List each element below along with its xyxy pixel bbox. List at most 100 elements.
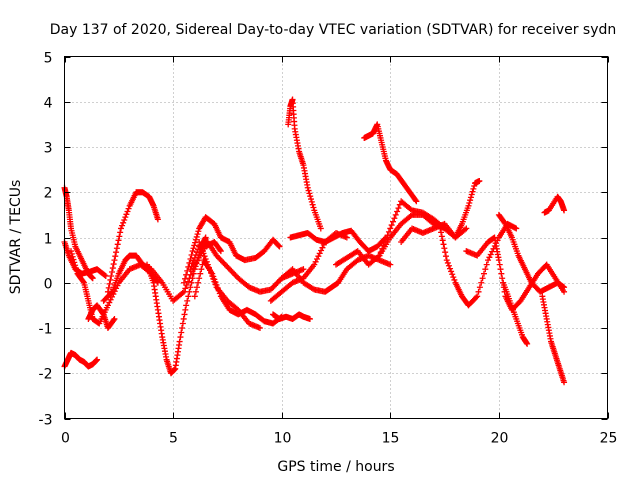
series-trace-e (85, 302, 118, 331)
series-trace-t (376, 198, 470, 259)
data-point-interp (119, 222, 126, 229)
data-point (94, 356, 101, 363)
chart-title: Day 137 of 2020, Sidereal Day-to-day VTE… (50, 22, 617, 38)
data-point (89, 275, 96, 282)
data-point-interp (117, 229, 124, 236)
data-point-interp (184, 297, 191, 304)
data-point-interp (473, 294, 480, 301)
data-point-interp (448, 268, 455, 275)
data-point-interp (412, 197, 419, 204)
x-tick-label: 5 (169, 431, 178, 447)
data-point-interp (184, 267, 191, 274)
data-point-interp (109, 269, 116, 276)
data-point-interp (444, 259, 451, 266)
series-trace-a (61, 184, 96, 282)
data-point-interp (181, 311, 188, 318)
data-point (256, 325, 263, 331)
data-point (465, 202, 472, 209)
data-point (387, 261, 394, 268)
y-tick-label: 3 (44, 141, 53, 157)
x-axis-title: GPS time / hours (277, 459, 394, 475)
data-point-interp (190, 257, 197, 264)
data-point-interp (480, 270, 487, 277)
data-point (485, 257, 492, 264)
data-point-interp (212, 281, 219, 288)
data-point-interp (108, 289, 115, 296)
data-point (413, 198, 420, 205)
y-tick-label: 0 (44, 277, 53, 293)
data-point (306, 315, 313, 322)
data-point (300, 266, 307, 273)
data-point-interp (182, 275, 189, 282)
data-point-interp (497, 266, 504, 273)
data-point (495, 257, 502, 264)
data-point-interp (198, 266, 205, 273)
series-trace-c (61, 349, 101, 370)
data-point-interp (195, 228, 202, 235)
data-point (180, 279, 187, 286)
series-trace-y (500, 279, 531, 347)
data-point-interp (476, 284, 483, 291)
data-point-interp (305, 187, 312, 194)
data-point-interp (185, 293, 192, 300)
data-point-interp (191, 254, 198, 261)
data-point-interp (438, 229, 445, 236)
data-point-interp (196, 275, 203, 282)
data-point-interp (441, 245, 448, 252)
y-tick-label: -1 (39, 322, 53, 338)
y-tick-label: 5 (44, 51, 53, 67)
y-tick-labels: -3 -2 -1 0 1 2 3 4 5 (39, 51, 53, 429)
ticks (64, 56, 609, 420)
data-point-interp (115, 237, 122, 244)
data-point-interp (496, 261, 503, 268)
data-point (191, 293, 198, 300)
data-point-interp (188, 263, 195, 270)
series-trace-p (267, 229, 350, 304)
data-point-interp (313, 255, 320, 262)
data-point-interp (123, 211, 130, 218)
data-point-interp (383, 235, 390, 242)
data-point-interp (392, 211, 399, 218)
data-point-interp (121, 216, 128, 223)
data-point-interp (275, 242, 282, 249)
data-point-interp (116, 233, 123, 240)
data-point-interp (107, 276, 114, 283)
data-point-interp (73, 267, 80, 274)
data-point-interp (469, 188, 476, 195)
data-point-interp (487, 251, 494, 258)
x-tick-label: 20 (491, 431, 509, 447)
data-point-interp (106, 280, 113, 287)
data-point (343, 234, 350, 241)
data-point-interp (203, 258, 210, 265)
data-point-interp (478, 279, 485, 286)
data-point-interp (208, 270, 215, 277)
data-point-interp (471, 183, 478, 190)
data-point-interp (191, 242, 198, 249)
data-point (513, 225, 520, 232)
data-point (561, 284, 568, 291)
series-trace-u (398, 177, 483, 246)
data-point-interp (195, 246, 202, 253)
data-point-interp (479, 275, 486, 282)
data-point-interp (209, 272, 216, 279)
data-points (61, 96, 568, 386)
data-point-interp (193, 249, 200, 256)
data-point (176, 338, 183, 345)
data-point-interp (390, 218, 397, 225)
x-tick-label: 0 (61, 431, 70, 447)
data-point (463, 225, 470, 232)
data-point (68, 248, 75, 255)
data-point-interp (307, 193, 314, 200)
x-tick-label: 25 (600, 431, 618, 447)
y-tick-label: -3 (39, 413, 53, 429)
data-point (387, 225, 394, 232)
data-point (117, 225, 124, 232)
data-point-interp (440, 241, 447, 248)
data-point-interp (217, 246, 224, 253)
data-point-interp (189, 275, 196, 282)
data-point-interp (178, 329, 185, 336)
data-point (154, 216, 161, 223)
data-point-interp (451, 276, 458, 283)
series-trace-j (187, 239, 307, 295)
